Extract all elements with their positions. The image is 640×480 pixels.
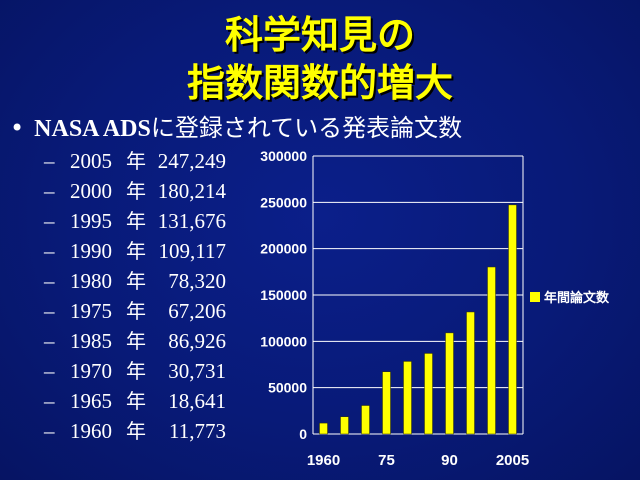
list-item-value: 11,773 xyxy=(169,419,226,443)
list-item-year-suffix: 年 xyxy=(126,299,146,323)
list-item-year-suffix: 年 xyxy=(126,149,146,173)
y-tick-label: 0 xyxy=(299,426,307,442)
list-item-year: 1980 xyxy=(70,269,112,293)
y-tick-label: 250000 xyxy=(260,194,307,210)
x-tick-label: 75 xyxy=(378,452,395,469)
list-item-dash: – xyxy=(44,179,55,203)
slide-title-line2: 指数関数的増大 xyxy=(186,61,453,105)
bar xyxy=(487,266,496,435)
list-item-dash: – xyxy=(44,269,55,293)
list-item: –1960 年 11,773 xyxy=(44,416,226,446)
list-item-year: 1970 xyxy=(70,359,112,383)
list-item-year-suffix: 年 xyxy=(126,389,146,413)
list-item-year: 1990 xyxy=(70,239,112,263)
bar xyxy=(340,416,349,435)
list-item-dash: – xyxy=(44,149,55,173)
list-item: –2005 年 247,249 xyxy=(44,146,226,176)
list-item-value: 86,926 xyxy=(168,329,226,353)
y-tick-label: 200000 xyxy=(260,241,307,257)
list-item-value: 131,676 xyxy=(157,209,226,233)
list-item-value: 67,206 xyxy=(168,299,226,323)
list-item-dash: – xyxy=(44,209,55,233)
list-item: –1990 年 109,117 xyxy=(44,236,226,266)
main-bullet: • NASA ADSに登録されている発表論文数 xyxy=(10,114,462,143)
list-item-year: 1985 xyxy=(70,329,112,353)
list-item: –2000 年 180,214 xyxy=(44,176,226,206)
list-item-year: 1995 xyxy=(70,209,112,233)
list-item-year-suffix: 年 xyxy=(126,359,146,383)
bullet-text-jp: に登録されている発表論文数 xyxy=(150,114,463,142)
list-item-year-suffix: 年 xyxy=(126,329,146,353)
x-tick-label: 2005 xyxy=(496,452,529,469)
x-tick-label: 1960 xyxy=(307,452,340,469)
list-item-dash: – xyxy=(44,329,55,353)
list-item-year: 1960 xyxy=(70,419,112,443)
bar xyxy=(466,311,475,435)
bullet-text-en: NASA ADS xyxy=(34,116,151,142)
bar xyxy=(445,332,454,435)
bar xyxy=(508,204,517,435)
list-item: –1975 年 67,206 xyxy=(44,296,226,326)
list-item-year-suffix: 年 xyxy=(126,179,146,203)
list-item-value: 180,214 xyxy=(157,179,226,203)
list-item-value: 78,320 xyxy=(168,269,226,293)
list-item-dash: – xyxy=(44,359,55,383)
y-tick-label: 100000 xyxy=(260,333,307,349)
list-item-year-suffix: 年 xyxy=(126,209,146,233)
list-item: –1985 年 86,926 xyxy=(44,326,226,356)
legend-swatch xyxy=(530,291,540,302)
publication-count-list: –2005 年 247,249–2000 年 180,214–1995 年 131,676–… xyxy=(44,146,226,446)
list-item-value: 30,731 xyxy=(168,359,226,383)
list-item: –1965 年 18,641 xyxy=(44,386,226,416)
list-item-value: 247,249 xyxy=(157,149,226,173)
list-item-dash: – xyxy=(44,299,55,323)
list-item: –1980 年 78,320 xyxy=(44,266,226,296)
list-item: –1970 年 30,731 xyxy=(44,356,226,386)
list-item-year: 1975 xyxy=(70,299,112,323)
list-item-year: 2005 xyxy=(70,149,112,173)
list-item-dash: – xyxy=(44,239,55,263)
bullet-marker: • xyxy=(10,114,25,142)
y-tick-label: 50000 xyxy=(268,380,307,396)
x-tick-label: 90 xyxy=(441,452,458,469)
y-tick-label: 150000 xyxy=(260,287,307,303)
chart-legend: 年間論文数 xyxy=(530,286,609,306)
list-item-year-suffix: 年 xyxy=(126,239,146,263)
list-item-year-suffix: 年 xyxy=(126,419,146,443)
list-item-value: 18,641 xyxy=(168,389,226,413)
bar xyxy=(361,405,370,435)
list-item-year-suffix: 年 xyxy=(126,269,146,293)
bar xyxy=(424,353,433,435)
bar xyxy=(319,422,328,435)
list-item-dash: – xyxy=(44,389,55,413)
list-item-year: 1965 xyxy=(70,389,112,413)
list-item-year: 2000 xyxy=(70,179,112,203)
legend-label: 年間論文数 xyxy=(544,291,610,306)
list-item: –1995 年 131,676 xyxy=(44,206,226,236)
list-item-dash: – xyxy=(44,419,55,443)
bar xyxy=(403,361,412,435)
list-item-value: 109,117 xyxy=(158,239,226,263)
slide-title-line1: 科学知見の xyxy=(224,13,415,57)
y-tick-label: 300000 xyxy=(260,148,307,164)
bar xyxy=(382,371,391,435)
